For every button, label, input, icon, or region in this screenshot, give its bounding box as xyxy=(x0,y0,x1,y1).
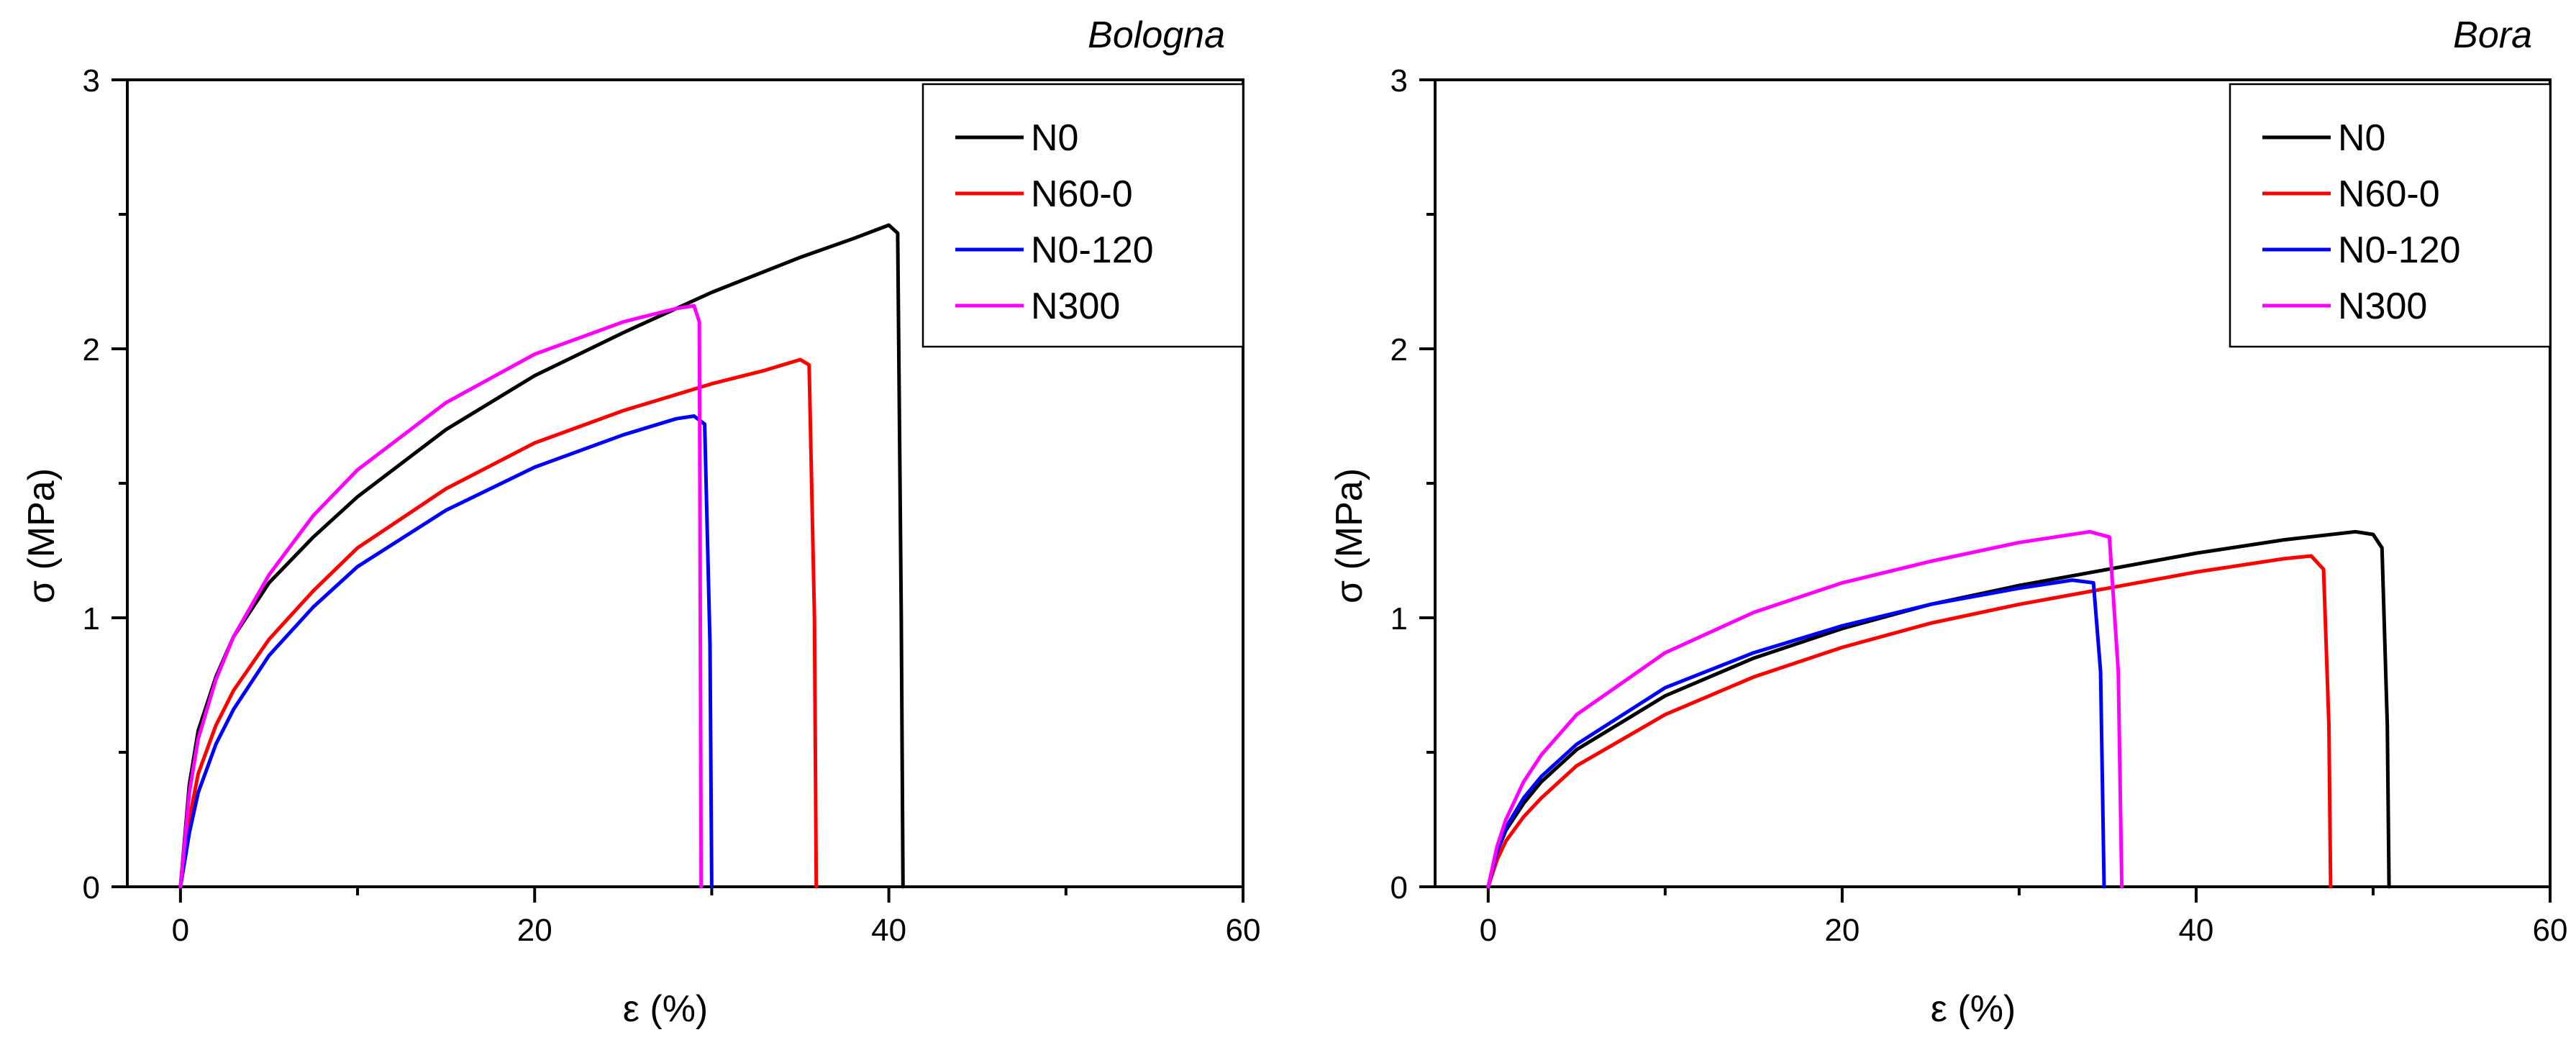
panel-title: Bora xyxy=(2453,14,2532,56)
series-line-n300 xyxy=(178,304,704,889)
x-tick-label: 0 xyxy=(172,913,189,948)
legend-label: N0-120 xyxy=(1031,229,1154,271)
x-axis-label: ε (%) xyxy=(1931,988,2016,1030)
legend: N0 N60-0 N0-120 N300 xyxy=(2229,83,2552,348)
y-tick-label: 1 xyxy=(83,601,100,636)
chart-panel-bologna: Bologna σ (MPa) ε (%) 0 20 40 60 0 1 2 3 N0 N60-0… xyxy=(21,14,1260,1030)
x-tick-label: 60 xyxy=(1226,913,1261,948)
panel-title: Bologna xyxy=(1088,14,1225,56)
y-tick-label: 2 xyxy=(1391,332,1408,368)
legend-label: N0-120 xyxy=(2338,229,2461,271)
legend-label: N0 xyxy=(2338,117,2385,159)
series-line-n60-0 xyxy=(178,357,819,889)
y-axis-label: σ (MPa) xyxy=(1329,468,1370,603)
series-line-n0 xyxy=(1486,529,2391,889)
y-tick-label: 1 xyxy=(1391,601,1408,636)
series-line-n0-120 xyxy=(1486,578,2106,889)
legend-label: N60-0 xyxy=(2338,173,2440,215)
y-tick-label: 0 xyxy=(1391,870,1408,905)
legend-label: N300 xyxy=(2338,286,2427,327)
legend-label: N300 xyxy=(1031,286,1120,327)
legend-box xyxy=(921,83,1244,348)
legend-label: N0 xyxy=(1031,117,1078,159)
series-line-n60-0 xyxy=(1486,554,2333,889)
x-tick-label: 60 xyxy=(2533,913,2568,948)
chart-panel-bora: Bora σ (MPa) ε (%) 0 20 40 60 0 1 2 3 N0 N60-0 N0-… xyxy=(1329,14,2567,1030)
legend-label: N60-0 xyxy=(1031,173,1133,215)
y-axis-label: σ (MPa) xyxy=(21,468,63,603)
x-tick-label: 40 xyxy=(871,913,906,948)
series-line-n0 xyxy=(178,223,905,889)
y-tick-label: 2 xyxy=(83,332,100,368)
x-tick-label: 40 xyxy=(2178,913,2213,948)
x-tick-label: 0 xyxy=(1480,913,1497,948)
legend-box xyxy=(2229,83,2552,348)
y-tick-label: 0 xyxy=(83,870,100,905)
x-axis-label: ε (%) xyxy=(623,988,709,1030)
y-tick-label: 3 xyxy=(83,63,100,99)
y-tick-label: 3 xyxy=(1391,63,1408,99)
series-line-n300 xyxy=(1486,529,2124,889)
x-tick-label: 20 xyxy=(1824,913,1860,948)
x-tick-label: 20 xyxy=(517,913,552,948)
legend: N0 N60-0 N0-120 N300 xyxy=(921,83,1244,348)
